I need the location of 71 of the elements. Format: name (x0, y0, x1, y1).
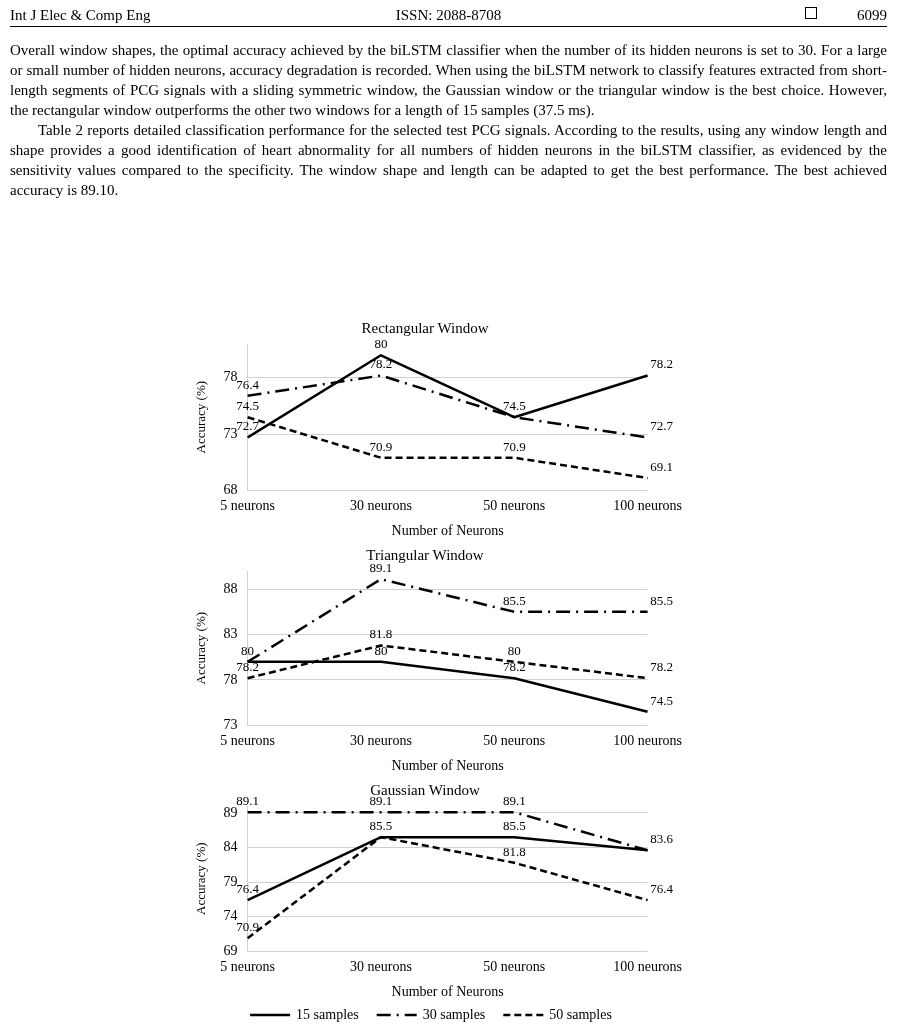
data-label: 76.4 (236, 376, 260, 392)
data-label: 76.4 (236, 881, 260, 897)
y-tick-label: 84 (223, 839, 238, 855)
data-label: 74.5 (502, 398, 526, 414)
y-tick-label: 78 (223, 369, 238, 385)
legend-label: 30 samples (422, 1006, 486, 1022)
data-label: 78.2 (502, 659, 526, 675)
legend-label: 50 samples (549, 1006, 612, 1022)
chart-title: Rectangular Window (361, 319, 489, 336)
y-tick-label: 74 (223, 908, 238, 924)
y-axis-title: Accuracy (%) (193, 380, 209, 454)
y-tick-label: 89 (223, 804, 238, 820)
text: ISSN: 2088-8708 (395, 7, 502, 24)
x-tick-label: 5 neurons (220, 959, 276, 975)
data-label: 80 (374, 336, 388, 352)
data-label: 70.9 (369, 438, 393, 454)
x-tick-label: 100 neurons (613, 498, 682, 514)
data-label: 70.9 (502, 438, 526, 454)
x-tick-label: 50 neurons (483, 498, 546, 514)
x-tick-label: 30 neurons (350, 498, 412, 514)
y-tick-label: 83 (223, 626, 238, 642)
data-label: 83.6 (650, 831, 674, 847)
y-tick-label: 68 (223, 482, 238, 498)
x-axis-title: Number of Neurons (391, 523, 504, 539)
y-tick-label: 78 (223, 671, 238, 687)
x-tick-label: 50 neurons (483, 959, 546, 975)
data-label: 78.2 (650, 356, 673, 372)
y-tick-label: 79 (223, 873, 238, 889)
x-tick-label: 100 neurons (613, 959, 682, 975)
data-label: 74.5 (650, 692, 673, 708)
data-label: 85.5 (502, 592, 526, 608)
data-label: 80 (507, 642, 521, 658)
x-tick-label: 100 neurons (613, 733, 682, 749)
caption: Table 2 reports detailed classification performance for the selected test PCG signals. According to the results, using any window length and shape provides a good identification of heart abnormality for all numbers of hidden neurons in the biLSTM classifier, as evidenced by the sensitivity values compared to the specificity. The window shape and length can be adapted to get the best performance. The best achieved accuracy is 89.10. (10, 121, 887, 200)
data-label: 89.1 (502, 793, 526, 809)
data-label: 89.1 (369, 560, 393, 576)
y-axis-title: Accuracy (%) (193, 611, 209, 685)
x-axis-title: Number of Neurons (391, 984, 504, 1000)
chart-title: Gaussian Window (370, 781, 480, 798)
data-label: 80 (374, 642, 388, 658)
data-label: 69.1 (650, 458, 673, 474)
data-label: 74.5 (236, 398, 259, 414)
y-tick-label: 73 (223, 717, 238, 733)
x-tick-label: 5 neurons (220, 498, 276, 514)
data-label: 81.8 (369, 626, 393, 642)
text: 6099 (857, 7, 887, 24)
data-label: 70.9 (236, 919, 259, 935)
data-label: 85.5 (502, 818, 526, 834)
data-label: 78.2 (236, 659, 259, 675)
data-label: 80 (241, 642, 255, 658)
x-tick-label: 30 neurons (350, 959, 412, 975)
x-tick-label: 5 neurons (220, 733, 276, 749)
x-tick-label: 50 neurons (483, 733, 546, 749)
data-label: 78.2 (650, 659, 673, 675)
chart-title: Triangular Window (366, 546, 484, 563)
data-label: 72.7 (650, 418, 674, 434)
data-label: 81.8 (502, 843, 526, 859)
y-axis-title: Accuracy (%) (193, 842, 209, 915)
y-tick-label: 88 (223, 580, 238, 596)
text: Int J Elec & Comp Eng (10, 7, 151, 24)
x-tick-label: 30 neurons (350, 733, 412, 749)
data-label: 85.5 (369, 818, 393, 834)
y-tick-label: 69 (223, 943, 238, 959)
text: Overall window shapes, the optimal accuracy achieved by the biLSTM classifier when the number of its hidden neurons is set to 30. For a large or small number of hidden neurons, accuracy degradation is recorded. When using the biLSTM network to classify features extracted from short-length segments of PCG signals with a sliding symmetric window, the Gaussian window or the triangular window is the best choice. However, the rectangular window outperforms the other two windows for a length of 15 samples (37.5 ms). (10, 41, 887, 120)
legend-label: 15 samples (296, 1006, 359, 1022)
data-label: 89.1 (236, 793, 259, 809)
data-label: 72.7 (236, 418, 260, 434)
data-label: 85.5 (650, 592, 673, 608)
y-tick-label: 73 (223, 425, 238, 441)
x-axis-title: Number of Neurons (391, 758, 504, 774)
data-label: 76.4 (650, 881, 674, 897)
